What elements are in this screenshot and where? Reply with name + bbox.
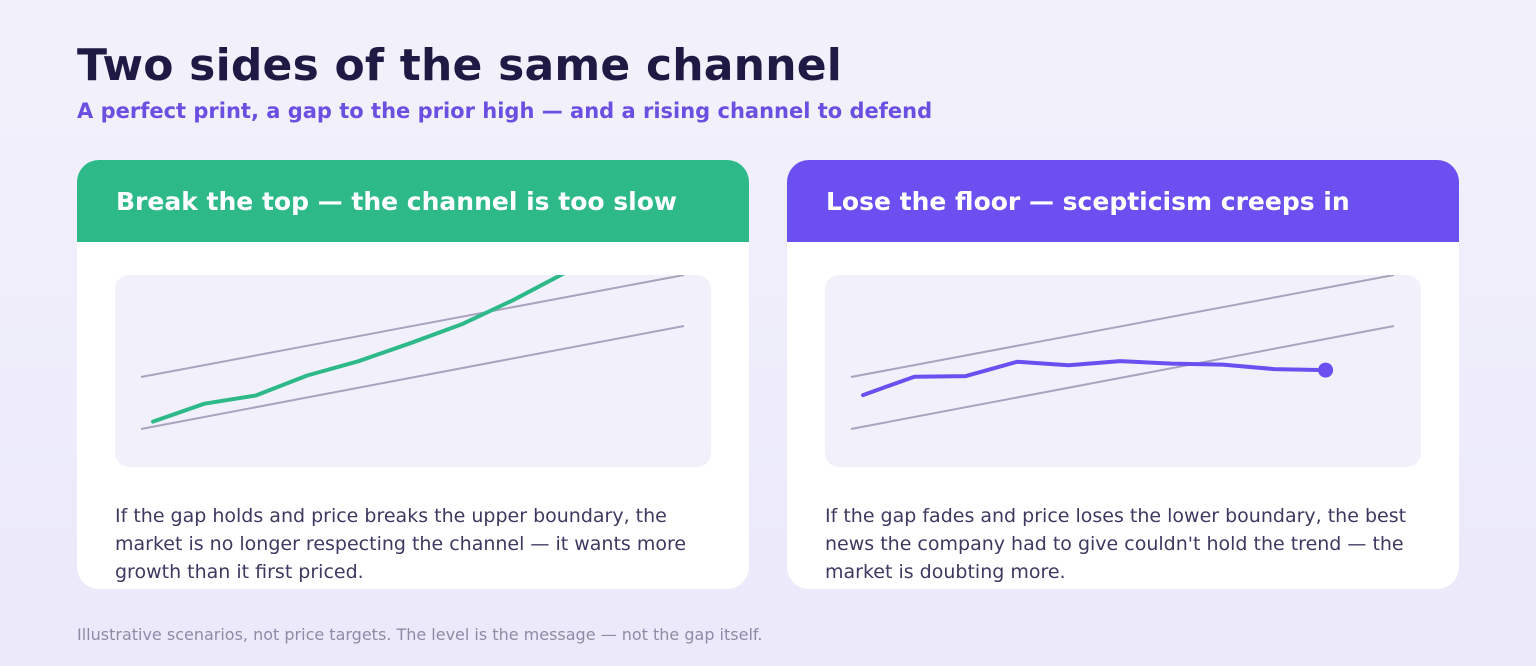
channel-upper-line <box>140 275 685 378</box>
scenario-chart <box>115 275 711 467</box>
price-path-line <box>861 359 1328 398</box>
scenario-card-header: Lose the floor — scepticism creeps in <box>787 160 1459 242</box>
scenario-card-title: Lose the floor — scepticism creeps in <box>826 186 1350 216</box>
page-title: Two sides of the same channel <box>77 40 843 91</box>
channel-upper-line <box>850 275 1395 378</box>
scenario-card-body: If the gap holds and price breaks the up… <box>115 505 687 583</box>
page-subtitle: A perfect print, a gap to the prior high… <box>77 99 933 123</box>
price-path-line <box>151 275 566 424</box>
channel-chart-svg <box>140 275 685 430</box>
channel-chart-svg <box>850 275 1395 430</box>
price-end-marker <box>1318 362 1334 378</box>
channel-lower-line <box>140 325 685 430</box>
scenario-card-title: Break the top — the channel is too slow <box>116 186 677 216</box>
scenario-card-header: Break the top — the channel is too slow <box>77 160 749 242</box>
scenario-card-lose-floor: Lose the floor — scepticism creeps in If… <box>787 160 1459 589</box>
scenario-card-break-top: Break the top — the channel is too slow … <box>77 160 749 589</box>
footnote: Illustrative scenarios, not price target… <box>77 625 763 644</box>
scenario-card-body: If the gap fades and price loses the low… <box>825 505 1407 583</box>
channel-lower-line <box>850 325 1395 430</box>
scenario-chart <box>825 275 1421 467</box>
